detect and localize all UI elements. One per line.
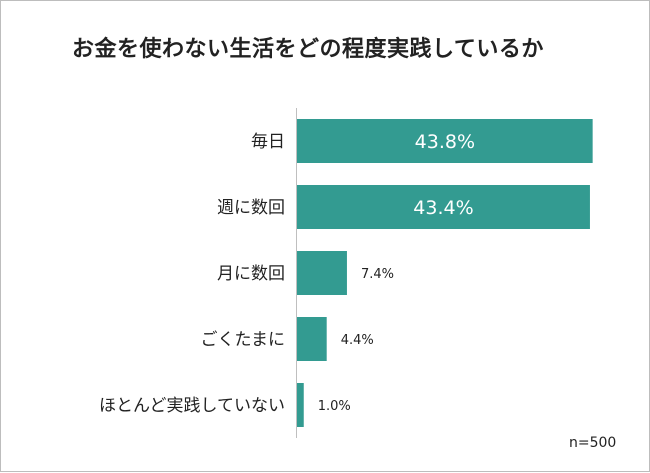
bar-1 <box>297 185 590 229</box>
value-label-0: 43.8% <box>415 131 475 153</box>
category-label-3: ごくたまに <box>201 330 286 350</box>
value-label-1: 43.4% <box>413 197 473 219</box>
value-label-3: 4.4% <box>341 333 374 348</box>
value-label-2: 7.4% <box>361 267 394 282</box>
sample-size-note: n=500 <box>569 435 617 451</box>
category-label-2: 月に数回 <box>217 264 285 284</box>
bar-2 <box>297 251 347 295</box>
bar-4 <box>297 383 304 427</box>
category-label-1: 週に数回 <box>217 198 285 218</box>
category-label-4: ほとんど実践していない <box>99 396 285 416</box>
bars-group: 毎日 43.8% 週に数回 43.4% 月に数回 7.4% ごくたまに 4.4% ほとんど実践し… <box>99 119 593 427</box>
value-label-4: 1.0% <box>318 399 351 414</box>
chart-title: お金を使わない生活をどの程度実践しているか <box>72 37 544 62</box>
category-label-0: 毎日 <box>251 132 285 152</box>
bar-0 <box>297 119 593 163</box>
bar-3 <box>297 317 327 361</box>
